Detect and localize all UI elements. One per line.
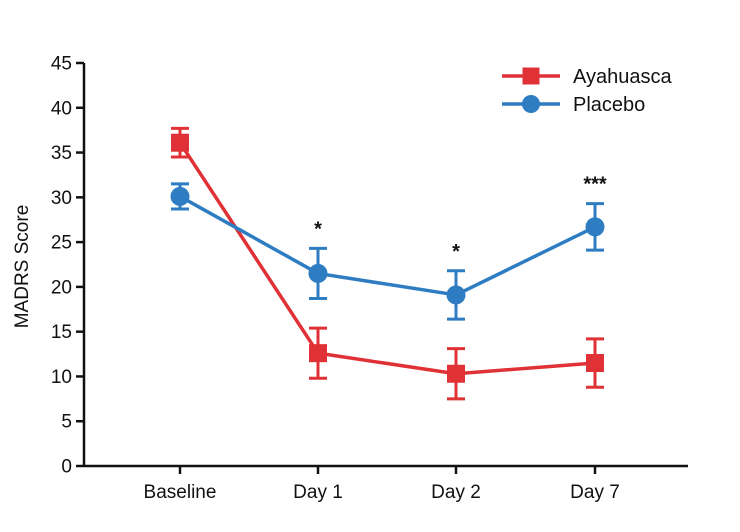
y-tick-label: 45 <box>51 54 72 75</box>
data-point-square <box>586 354 604 373</box>
y-axis-title: MADRS Score <box>12 205 33 329</box>
legend-item-ayahuasca: Ayahuasca <box>502 66 672 88</box>
data-point-square <box>171 133 189 152</box>
y-tick-label: 10 <box>51 367 72 388</box>
x-tick-label: Day 2 <box>431 482 481 503</box>
significance-marker: *** <box>583 174 607 196</box>
significance-marker: * <box>314 218 322 240</box>
series-line <box>179 194 596 297</box>
data-point-circle <box>446 285 466 305</box>
chart-legend: Ayahuasca Placebo <box>502 66 672 116</box>
x-tick-label: Day 1 <box>293 482 343 503</box>
chart-axes: 0 5 10 15 20 25 30 35 40 45 Baseline Day 1 Day 2 Day … <box>12 54 688 503</box>
data-point-circle <box>170 186 190 206</box>
legend-item-placebo: Placebo <box>502 94 645 116</box>
significance-annotations: ***** <box>314 174 607 263</box>
series-ayahuasca <box>171 126 604 401</box>
data-point-square <box>447 364 465 383</box>
y-tick-label: 35 <box>51 143 72 164</box>
y-tick-label: 15 <box>51 322 72 343</box>
significance-marker: * <box>452 241 460 263</box>
legend-marker-circle <box>522 95 540 113</box>
x-tick-label: Baseline <box>144 482 217 503</box>
x-tick-label: Day 7 <box>570 482 620 503</box>
y-tick-label: 5 <box>61 412 72 433</box>
y-tick-label: 25 <box>51 233 72 254</box>
chart-series <box>170 126 605 401</box>
legend-label: Ayahuasca <box>573 66 672 88</box>
series-placebo <box>170 182 605 321</box>
legend-marker-square <box>522 67 540 85</box>
data-point-square <box>309 344 327 363</box>
y-tick-label: 40 <box>51 98 72 119</box>
data-point-circle <box>585 217 605 237</box>
series-line <box>178 141 596 376</box>
data-point-circle <box>308 263 328 283</box>
y-tick-label: 30 <box>51 188 72 209</box>
y-tick-label: 20 <box>51 277 72 298</box>
legend-label: Placebo <box>573 94 645 116</box>
y-tick-label: 0 <box>61 457 72 478</box>
